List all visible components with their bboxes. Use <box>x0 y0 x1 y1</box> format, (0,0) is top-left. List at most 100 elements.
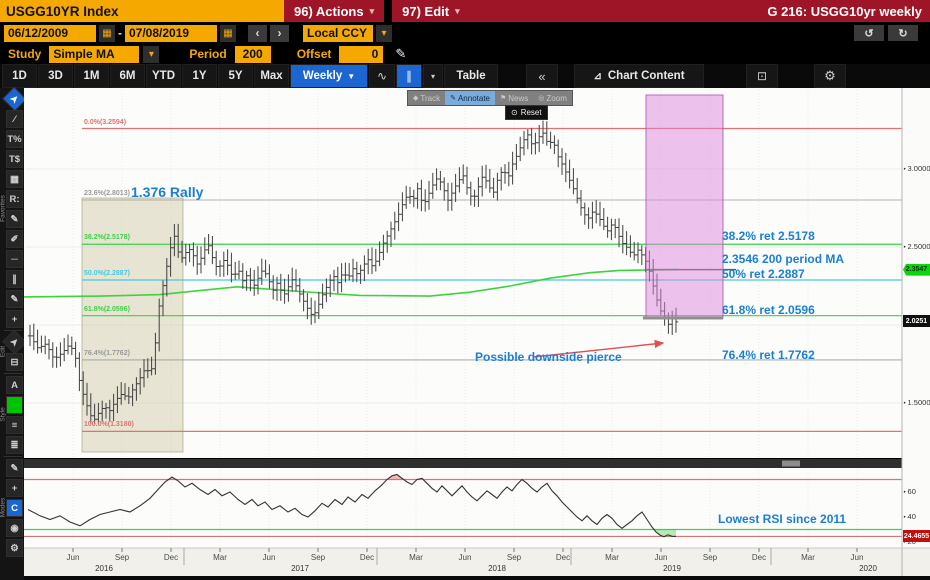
pattern-tool-icon[interactable]: ▦ <box>6 170 23 188</box>
next-period-button[interactable]: › <box>270 24 289 42</box>
currency-select[interactable]: Local CCY <box>303 24 373 42</box>
tick-arrow-icon: ‣ <box>903 515 907 521</box>
range-tab-ytd[interactable]: YTD <box>146 64 181 88</box>
time-axis-year-label: 2020 <box>859 564 877 573</box>
settings-icon[interactable]: ⚙ <box>6 539 23 557</box>
draw-mode-icon[interactable]: ✎ <box>6 459 23 477</box>
redo-button[interactable]: ↻ <box>888 25 918 41</box>
track-button[interactable]: ◆ Track <box>408 91 445 105</box>
chart-canvas[interactable] <box>24 88 930 580</box>
color-swatch-icon[interactable] <box>6 396 23 414</box>
rsi-value-badge: 24.4655 <box>903 530 930 543</box>
sidebar-section-divider <box>4 456 22 457</box>
period-field[interactable]: 200 <box>234 45 271 63</box>
color-mode-icon[interactable]: ◉ <box>6 519 23 537</box>
parallel-lines-tool-icon[interactable]: ∥ <box>6 270 23 288</box>
range-tab-1m[interactable]: 1M <box>74 64 109 88</box>
delete-tool-icon[interactable]: ⊟ <box>6 353 23 371</box>
annotate-button[interactable]: ✎ Annotate <box>445 91 495 105</box>
calendar-icon[interactable]: ▦ <box>99 24 115 42</box>
rsi-plot-background <box>24 468 902 548</box>
rsi-axis-tick: ‣60 <box>903 487 916 496</box>
line-chart-icon[interactable]: ∿ <box>369 64 395 88</box>
notes-icon[interactable]: ⊡ <box>746 64 778 88</box>
table-button[interactable]: Table <box>444 64 498 88</box>
moving-average-line <box>24 268 679 298</box>
move-tool-icon[interactable]: + <box>6 310 23 328</box>
time-axis-month-label: Sep <box>506 553 522 562</box>
chevron-down-icon[interactable]: ▾ <box>376 24 392 42</box>
interval-select[interactable]: Weekly ▼ <box>290 64 368 88</box>
chart-annotation: 2.3546 200 period MA <box>722 252 845 266</box>
range-tab-5y[interactable]: 5Y <box>218 64 253 88</box>
gear-icon[interactable]: ⚙ <box>814 64 846 88</box>
news-button[interactable]: ⚑ News <box>495 91 533 105</box>
chevron-down-icon: ▾ <box>455 5 460 16</box>
regression-tool-icon[interactable]: R: <box>6 190 23 208</box>
time-axis-year-label: 2018 <box>488 564 506 573</box>
breakdown-highlight-box <box>645 94 724 319</box>
offset-field[interactable]: 0 <box>339 45 384 63</box>
tick-arrow-icon: ‣ <box>903 540 907 546</box>
prev-period-button[interactable]: ‹ <box>248 24 267 42</box>
date-dash: - <box>118 26 122 40</box>
line-width-icon[interactable]: ≣ <box>6 436 23 454</box>
annotate-toolbar: ◆ Track ✎ Annotate ⚑ News ◎ Zoom <box>407 90 573 106</box>
zoom-button[interactable]: ◎ Zoom <box>533 91 572 105</box>
start-date-field[interactable]: 06/12/2009 <box>4 24 96 42</box>
chart-annotation: 76.4% ret 1.7762 <box>722 348 815 362</box>
time-axis-month-label: Dec <box>751 553 767 562</box>
reset-zoom-button[interactable]: ⊙ Reset <box>505 105 548 120</box>
trendline-tool-icon[interactable]: ∕ <box>6 110 23 128</box>
text-style-icon[interactable]: A <box>6 376 23 394</box>
collapse-panel-button[interactable]: « <box>526 64 558 88</box>
time-axis-year-label: 2016 <box>95 564 113 573</box>
text-price-tool-icon[interactable]: T$ <box>6 150 23 168</box>
interval-label: Weekly <box>302 70 343 82</box>
pencil-tool-icon[interactable]: ✎ <box>6 290 23 308</box>
date-range-bar: 06/12/2009 ▦ - 07/08/2019 ▦ ‹ › Local CC… <box>0 22 930 44</box>
fib-level-label: 61.8%(2.0596) <box>84 305 130 313</box>
chart-content-button[interactable]: ⊿ Chart Content <box>574 64 704 88</box>
time-axis-year-label: 2017 <box>291 564 309 573</box>
range-tab-1d[interactable]: 1D <box>2 64 37 88</box>
edit-study-icon[interactable]: ✎ <box>395 46 407 61</box>
range-tab-6m[interactable]: 6M <box>110 64 145 88</box>
candle-chart-icon[interactable]: ∥ <box>396 64 422 88</box>
range-tab-1y[interactable]: 1Y <box>182 64 217 88</box>
downside-pierce-arrow <box>532 339 665 358</box>
calendar-icon[interactable]: ▦ <box>220 24 236 42</box>
brush-tool-icon[interactable]: ✎ <box>6 210 23 228</box>
chart-annotation: 1.376 Rally <box>131 184 204 200</box>
range-tab-max[interactable]: Max <box>254 64 289 88</box>
chart-toolbar: 1D 3D 1M 6M YTD 1Y 5Y Max Weekly ▼ ∿ ∥ ▾ Table … <box>0 64 930 88</box>
study-select[interactable]: Simple MA <box>49 45 140 63</box>
time-axis-month-label: Jun <box>458 553 472 562</box>
chart-annotation: 38.2% ret 2.5178 <box>722 229 815 243</box>
pane-separator-handle <box>782 460 800 467</box>
text-percent-tool-icon[interactable]: T% <box>6 130 23 148</box>
rsi-overbought-fill <box>387 474 404 480</box>
pane-separator <box>24 459 902 468</box>
marker-tool-icon[interactable]: ✐ <box>6 230 23 248</box>
time-axis-month-label: Jun <box>850 553 864 562</box>
annotate-label: Annotate <box>457 93 490 103</box>
line-style-icon[interactable]: ≡ <box>6 416 23 434</box>
horizontal-line-tool-icon[interactable]: ─ <box>6 250 23 268</box>
edit-menu[interactable]: 97) Edit ▾ <box>392 4 470 19</box>
time-axis-month-label: Dec <box>163 553 179 562</box>
actions-menu[interactable]: 96) Actions ▾ <box>284 4 384 19</box>
time-axis-month-label: Mar <box>213 553 227 562</box>
drawing-tools-sidebar: ➤ ∕ T% T$ ▦ R: ✎ ✐ ─ ∥ ✎ + Favorites ➤ ⊟ Edit A ≡ ≣ Style ✎ +… <box>0 86 27 580</box>
chevron-down-icon[interactable]: ▾ <box>423 64 443 88</box>
price-badge-black: 2.0251 <box>903 315 930 328</box>
range-tab-3d[interactable]: 3D <box>38 64 73 88</box>
end-date-field[interactable]: 07/08/2019 <box>125 24 217 42</box>
crosshair-mode-icon[interactable]: + <box>6 479 23 497</box>
magnet-mode-icon[interactable]: C <box>6 499 23 517</box>
time-axis-strip <box>24 548 930 576</box>
undo-button[interactable]: ↺ <box>854 25 884 41</box>
price-axis-tick: ‣2.5000 <box>903 242 930 251</box>
chevron-down-icon[interactable]: ▾ <box>143 45 160 63</box>
